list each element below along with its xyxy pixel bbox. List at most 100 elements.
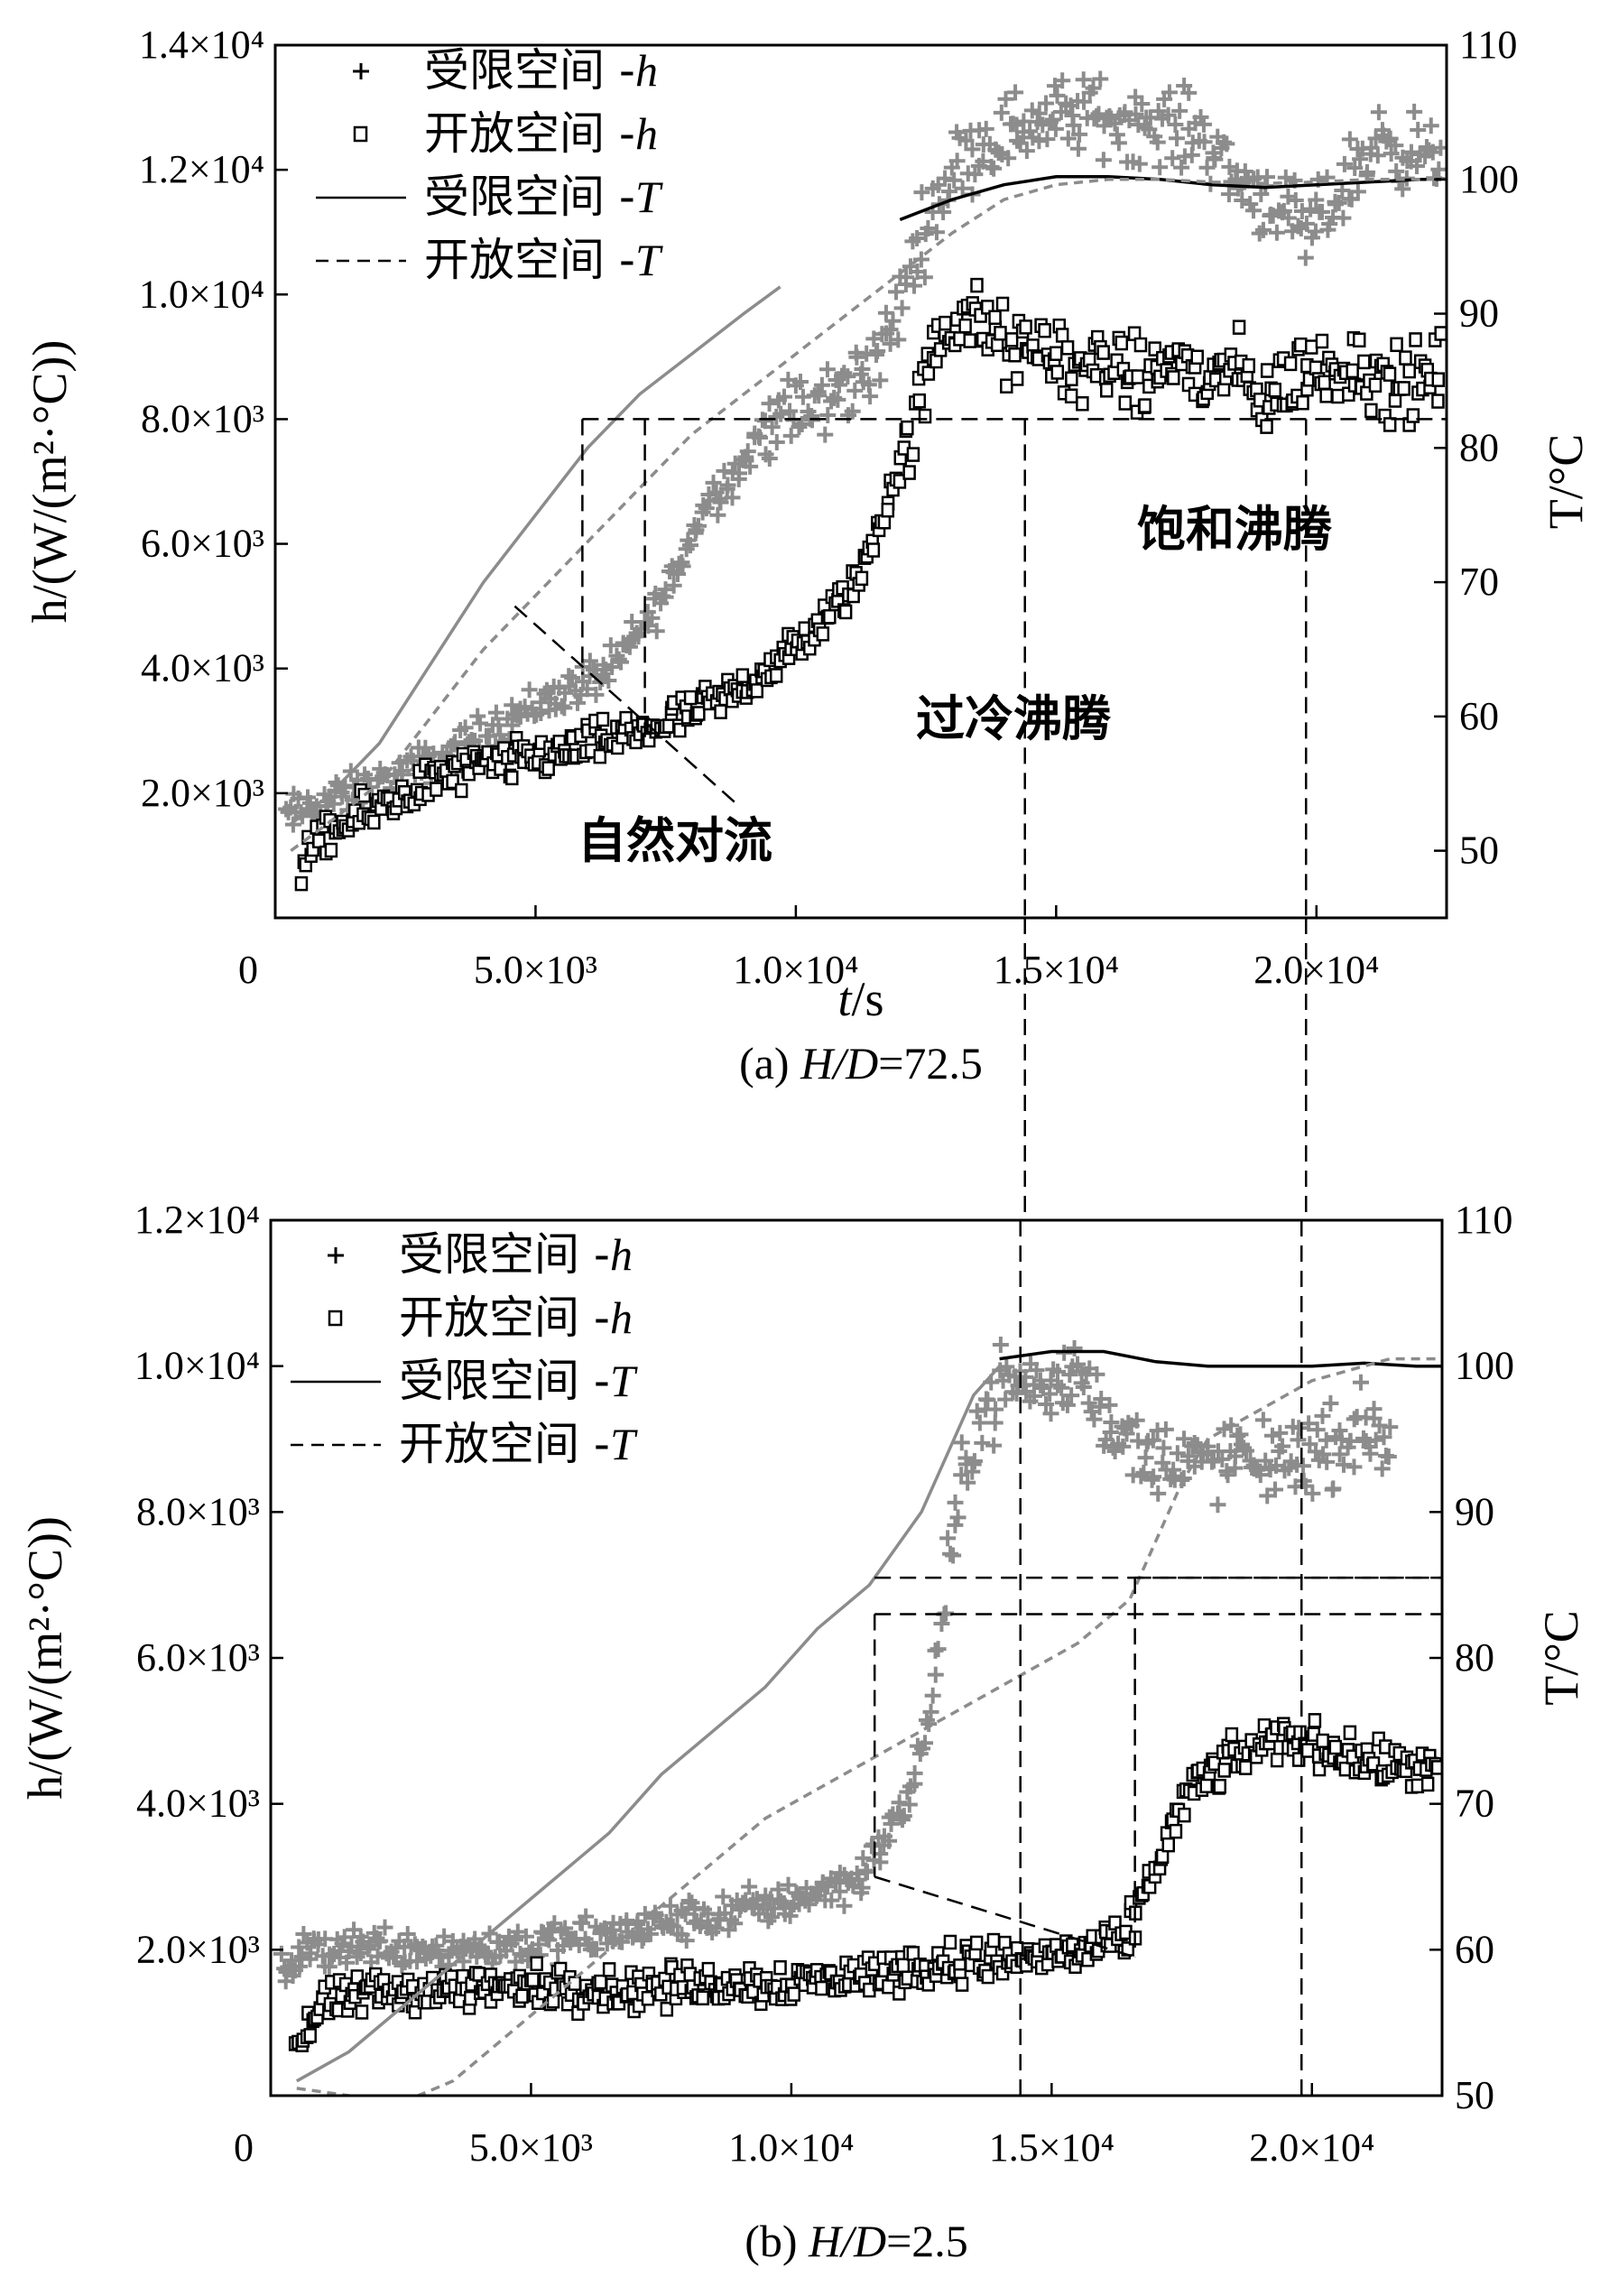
data-point-square bbox=[901, 420, 914, 436]
data-point-square bbox=[963, 333, 976, 348]
data-point-square bbox=[769, 668, 783, 683]
data-point-plus bbox=[642, 1925, 659, 1942]
data-point-plus bbox=[884, 312, 902, 329]
data-point-plus bbox=[1293, 203, 1310, 220]
data-point-plus bbox=[541, 1931, 558, 1949]
data-point-plus bbox=[817, 426, 834, 443]
data-point-square bbox=[1118, 395, 1133, 411]
data-point-plus bbox=[893, 300, 911, 317]
data-point-plus bbox=[291, 1939, 308, 1956]
data-point-square bbox=[1064, 388, 1078, 403]
data-point-square bbox=[1420, 1776, 1435, 1792]
data-point-plus bbox=[1167, 116, 1184, 133]
data-point-plus bbox=[1245, 202, 1262, 219]
series-open-T-line bbox=[296, 1356, 1442, 2096]
data-point-plus bbox=[336, 1929, 353, 1946]
data-point-plus bbox=[698, 500, 715, 517]
data-point-plus bbox=[726, 1915, 744, 1932]
data-point-square bbox=[906, 1946, 920, 1961]
data-point-square bbox=[1260, 419, 1273, 434]
data-point-plus bbox=[869, 342, 886, 359]
data-point-plus bbox=[780, 1876, 797, 1893]
x-tick-label: 0 bbox=[234, 2125, 254, 2170]
data-point-plus bbox=[793, 416, 810, 433]
data-point-square bbox=[1343, 1725, 1357, 1741]
data-point-square bbox=[1019, 319, 1032, 335]
data-point-plus bbox=[924, 1687, 941, 1704]
y-right-tick-label: 80 bbox=[1455, 1635, 1494, 1680]
data-point-plus bbox=[895, 1808, 912, 1825]
y-left-axis-title: h/(W/(m²·°C)) bbox=[23, 340, 77, 624]
y-right-tick-label: 50 bbox=[1455, 2073, 1494, 2117]
y-right-tick-label: 80 bbox=[1459, 425, 1499, 469]
data-point-plus bbox=[1145, 1468, 1162, 1486]
y-right-tick-label: 100 bbox=[1455, 1344, 1514, 1388]
data-point-plus bbox=[855, 1849, 872, 1866]
data-point-plus bbox=[1052, 104, 1069, 121]
data-point-plus bbox=[1290, 218, 1307, 235]
data-point-plus bbox=[1287, 192, 1304, 209]
data-point-square bbox=[892, 474, 907, 489]
data-point-plus bbox=[979, 1392, 996, 1409]
data-point-square bbox=[995, 296, 1010, 312]
y-right-tick-label: 100 bbox=[1459, 157, 1519, 201]
data-point-plus bbox=[719, 477, 736, 494]
data-point-square bbox=[1138, 398, 1151, 413]
data-point-square bbox=[855, 570, 869, 587]
data-point-plus bbox=[1169, 1445, 1186, 1462]
data-point-plus bbox=[1180, 84, 1198, 101]
data-point-square bbox=[969, 1935, 984, 1951]
data-point-plus bbox=[1127, 106, 1144, 123]
data-point-plus bbox=[927, 1666, 944, 1683]
data-point-square bbox=[530, 1956, 543, 1972]
data-point-square bbox=[1055, 328, 1069, 343]
data-point-plus bbox=[715, 1888, 732, 1905]
legend-marker-plus bbox=[353, 63, 369, 79]
data-point-square bbox=[912, 393, 926, 409]
data-point-plus bbox=[836, 1897, 853, 1914]
data-point-plus bbox=[830, 376, 847, 393]
data-point-plus bbox=[1207, 151, 1224, 168]
data-point-plus bbox=[712, 494, 729, 511]
data-point-plus bbox=[1274, 1438, 1291, 1455]
data-point-plus bbox=[1280, 209, 1297, 227]
data-point-plus bbox=[1254, 1412, 1272, 1429]
data-point-square bbox=[1364, 403, 1378, 419]
y-right-tick-label: 90 bbox=[1459, 292, 1499, 336]
data-point-plus bbox=[1034, 116, 1051, 134]
data-point-plus bbox=[761, 395, 778, 412]
data-point-plus bbox=[782, 427, 800, 444]
data-point-plus bbox=[447, 734, 464, 751]
data-point-plus bbox=[916, 269, 933, 286]
data-point-plus bbox=[1373, 1460, 1391, 1477]
data-point-square bbox=[1270, 1752, 1284, 1768]
data-point-plus bbox=[1101, 1396, 1118, 1413]
data-point-square bbox=[1402, 363, 1416, 379]
y-left-tick-label: 1.0×10⁴ bbox=[134, 1344, 260, 1388]
data-point-plus bbox=[891, 1794, 908, 1811]
data-point-plus bbox=[588, 1940, 606, 1958]
data-point-plus bbox=[705, 474, 722, 491]
data-point-plus bbox=[985, 1437, 1003, 1454]
x-tick-label: 1.5×10⁴ bbox=[989, 2125, 1114, 2170]
data-point-plus bbox=[376, 1919, 393, 1936]
data-point-plus bbox=[1173, 159, 1190, 176]
data-point-plus bbox=[966, 166, 984, 183]
data-point-square bbox=[918, 408, 932, 424]
data-point-plus bbox=[971, 1414, 988, 1431]
data-point-plus bbox=[819, 407, 837, 424]
data-point-square bbox=[1294, 337, 1308, 353]
data-point-plus bbox=[1128, 1412, 1145, 1429]
data-point-plus bbox=[509, 1923, 526, 1940]
data-point-plus bbox=[1252, 1467, 1269, 1484]
data-point-square bbox=[1114, 335, 1129, 351]
data-point-square bbox=[350, 1969, 365, 1985]
data-point-plus bbox=[1214, 1450, 1231, 1467]
data-point-plus bbox=[1402, 144, 1420, 161]
data-point-plus bbox=[1196, 134, 1213, 151]
data-point-square bbox=[1383, 417, 1397, 432]
data-point-plus bbox=[1080, 1394, 1097, 1412]
legend-label: 受限空间 -T bbox=[399, 1355, 638, 1407]
data-point-plus bbox=[504, 717, 521, 734]
data-point-plus bbox=[1314, 203, 1330, 220]
